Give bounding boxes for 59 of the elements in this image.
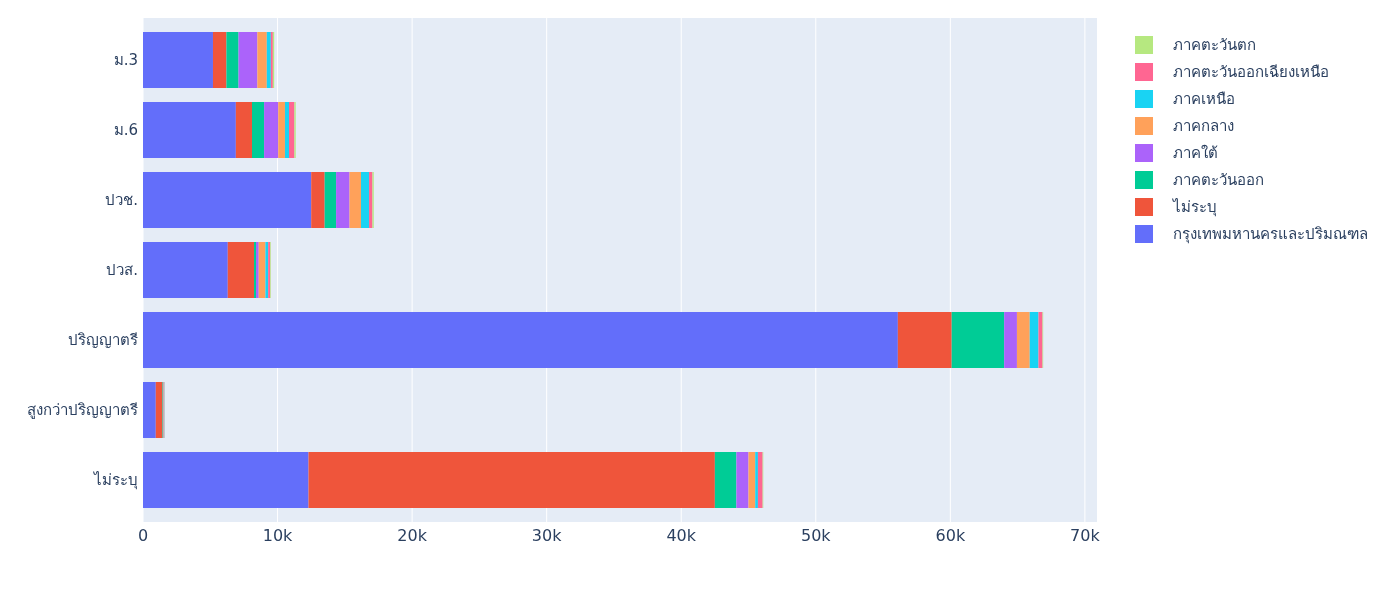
bar (1016, 312, 1030, 368)
legend-label: ภาคกลาง (1173, 117, 1234, 136)
bar (143, 452, 309, 508)
y-tick-label: ม.3 (113, 51, 138, 70)
y-tick-label: ปริญญาตรี (68, 331, 138, 350)
y-tick-label: สูงกว่าปริญญาตรี (27, 401, 138, 420)
bar (897, 312, 952, 368)
bar (1029, 312, 1039, 368)
bar (951, 312, 1005, 368)
bar (324, 172, 337, 228)
bar (311, 172, 325, 228)
y-tick-label: ปวช. (105, 191, 138, 210)
bar (155, 382, 163, 438)
bar (736, 452, 749, 508)
legend-label: กรุงเทพมหานครและปริมณฑล (1173, 225, 1368, 245)
x-tick-label: 0 (137, 526, 149, 545)
bar (235, 102, 252, 158)
legend-label: ภาคตะวันตก (1173, 36, 1256, 55)
bar (349, 172, 361, 228)
y-tick-label: ไม่ระบุ (93, 471, 138, 491)
bar (336, 172, 350, 228)
bar (278, 102, 285, 158)
bar (227, 242, 255, 298)
bar (143, 32, 213, 88)
bar (212, 32, 227, 88)
legend-label: ไม่ระบุ (1172, 198, 1217, 218)
x-tick-label: 10k (262, 526, 294, 545)
bar (757, 452, 763, 508)
bar (257, 32, 267, 88)
x-tick-label: 40k (666, 526, 697, 545)
legend-label: ภาคเหนือ (1173, 90, 1235, 109)
bar (238, 32, 258, 88)
bar (143, 242, 228, 298)
x-tick-label: 70k (1070, 526, 1101, 545)
bar (288, 102, 295, 158)
y-tick-label: ปวส. (106, 261, 138, 280)
bar (308, 452, 715, 508)
bar (1004, 312, 1017, 368)
bar (714, 452, 737, 508)
bar (143, 102, 236, 158)
x-tick-label: 50k (800, 526, 832, 545)
x-tick-label: 30k (531, 526, 563, 545)
x-tick-label: 60k (935, 526, 966, 545)
bar (360, 172, 370, 228)
bar (143, 172, 312, 228)
x-tick-label: 20k (397, 526, 428, 545)
bar (251, 102, 265, 158)
bar (284, 102, 289, 158)
legend-label: ภาคตะวันออก (1173, 171, 1264, 190)
legend-label: ภาคใต้ (1173, 144, 1218, 163)
y-tick-label: ม.6 (113, 121, 138, 140)
bar (266, 32, 271, 88)
bar (226, 32, 239, 88)
bar (755, 452, 758, 508)
bar (143, 382, 156, 438)
bar (143, 312, 898, 368)
legend-label: ภาคตะวันออกเฉียงเหนือ (1173, 63, 1329, 82)
bar (1038, 312, 1043, 368)
bar (264, 102, 279, 158)
